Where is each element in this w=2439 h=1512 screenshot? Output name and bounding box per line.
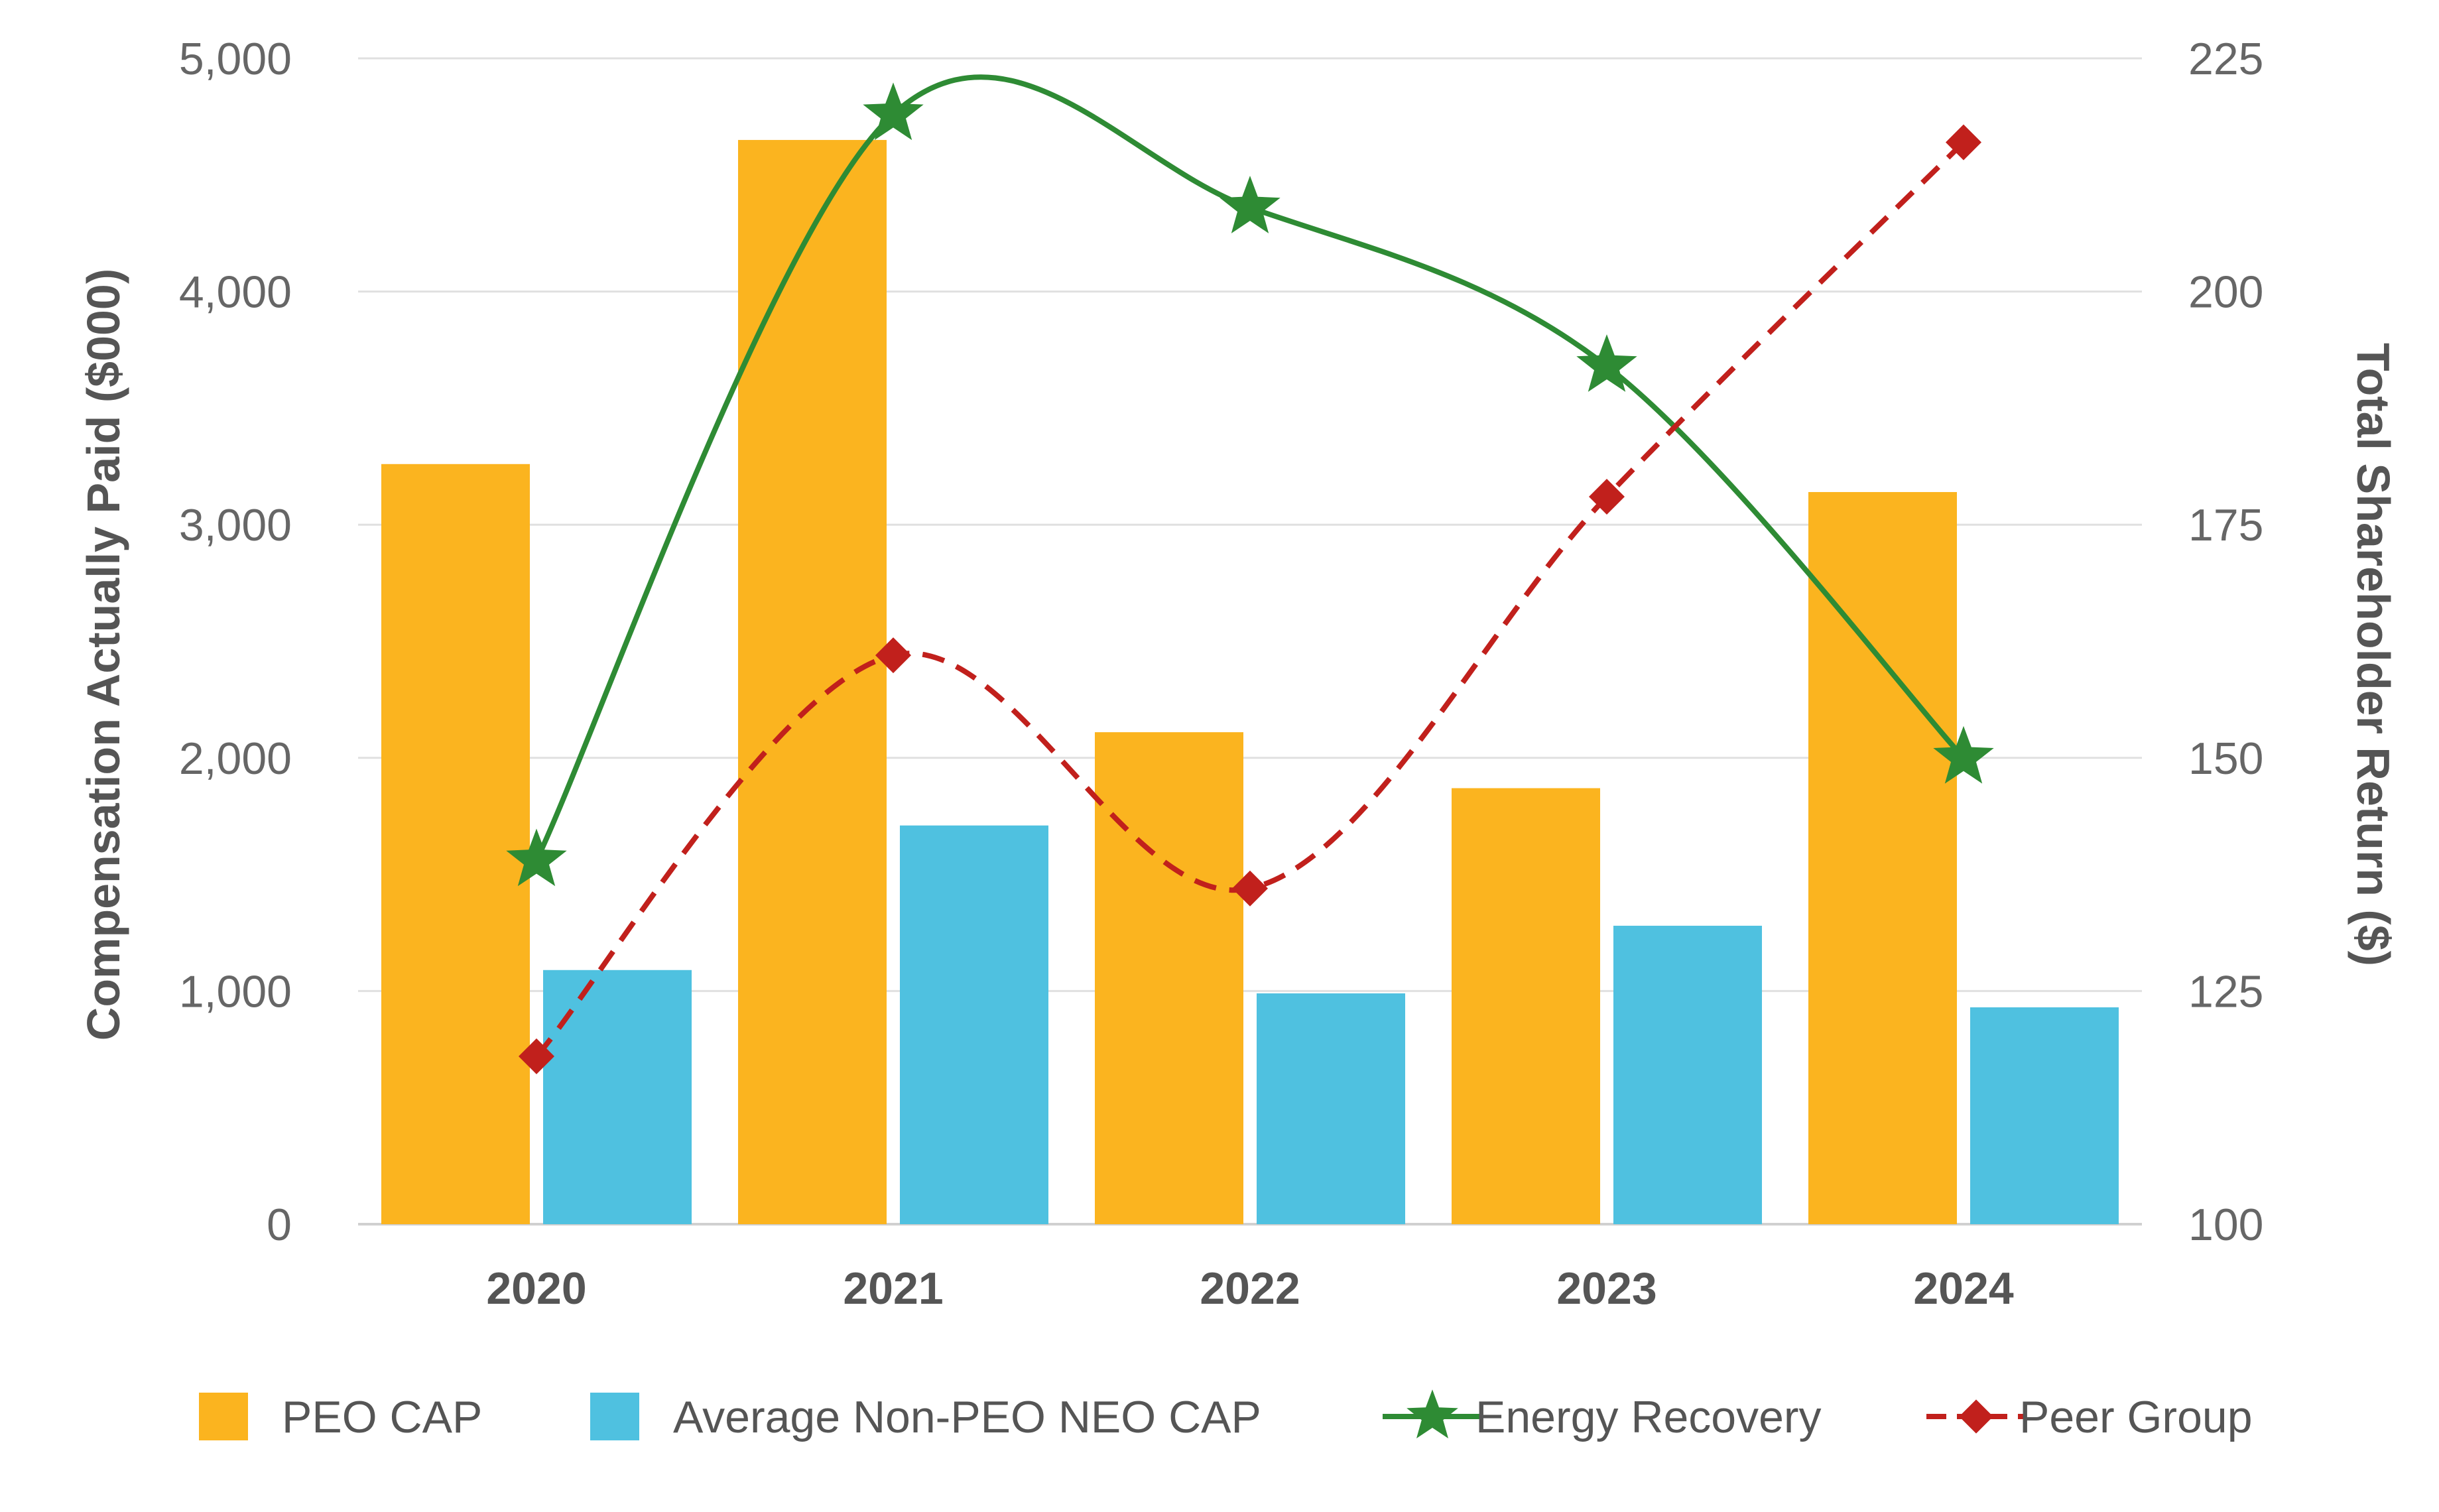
bar-peo-cap	[738, 140, 887, 1224]
marker-energy-recovery	[1220, 176, 1281, 233]
legend-marker	[1407, 1389, 1458, 1438]
legend-item-peer-group: Peer Group	[1926, 1392, 2253, 1442]
y-left-tick-label: 2,000	[179, 733, 292, 784]
y-right-tick-label: 100	[2188, 1200, 2263, 1250]
y-left-tick-label: 4,000	[179, 267, 292, 318]
x-tick-label: 2023	[1556, 1263, 1657, 1314]
bar-average-non-peo-neo-cap	[1970, 1007, 2119, 1224]
legend-label: PEO CAP	[282, 1392, 482, 1442]
bar-peo-cap	[381, 464, 530, 1225]
y-right-tick-label: 150	[2188, 733, 2263, 784]
marker-peer-group	[519, 1038, 554, 1074]
legend-item-peo-cap: PEO CAP	[199, 1392, 482, 1442]
legend-item-energy-recovery: Energy Recovery	[1383, 1389, 1822, 1442]
bar-peo-cap	[1452, 788, 1600, 1224]
line-energy-recovery	[534, 74, 1966, 862]
marker-energy-recovery	[863, 82, 924, 141]
marker-energy-recovery	[506, 828, 567, 887]
y-left-tick-label: 3,000	[179, 500, 292, 550]
x-tick-label: 2020	[486, 1263, 586, 1314]
legend-swatch	[199, 1393, 248, 1440]
legend-label: Peer Group	[2019, 1392, 2253, 1442]
legend-label: Average Non-PEO NEO CAP	[673, 1392, 1261, 1442]
y-right-tick-label: 200	[2188, 267, 2263, 318]
marker-energy-recovery	[1576, 334, 1637, 392]
marker-peer-group	[1589, 479, 1625, 515]
legend: PEO CAP Average Non-PEO NEO CAP Energy Rec…	[199, 1389, 2253, 1442]
marker-peer-group	[1946, 124, 1981, 160]
bar-average-non-peo-neo-cap	[1613, 925, 1762, 1224]
y-left-tick-label: 0	[267, 1200, 292, 1250]
legend-item-average-non-peo-neo-cap: Average Non-PEO NEO CAP	[590, 1392, 1261, 1442]
y-left-tick-label: 5,000	[179, 34, 292, 84]
axes: Compensation Actually Paid ($000) Total …	[78, 34, 2399, 1314]
bar-average-non-peo-neo-cap	[1257, 993, 1405, 1224]
marker-peer-group	[1232, 870, 1268, 907]
y-right-tick-label: 225	[2188, 34, 2263, 84]
bar-peo-cap	[1095, 732, 1243, 1224]
bar-peo-cap	[1808, 491, 1957, 1224]
x-tick-label: 2021	[843, 1263, 943, 1314]
y-axis-left-title: Compensation Actually Paid ($000)	[78, 269, 129, 1040]
y-right-tick-label: 125	[2188, 966, 2263, 1017]
legend-marker	[1959, 1399, 1993, 1434]
lines	[506, 74, 1994, 1074]
bar-average-non-peo-neo-cap	[900, 825, 1048, 1224]
bar-average-non-peo-neo-cap	[543, 970, 692, 1224]
legend-label: Energy Recovery	[1475, 1392, 1822, 1442]
marker-energy-recovery	[1933, 725, 1994, 784]
bars	[381, 140, 2119, 1225]
x-tick-label: 2024	[1913, 1263, 2013, 1314]
legend-swatch	[590, 1393, 639, 1440]
y-left-tick-label: 1,000	[179, 966, 292, 1017]
y-axis-right-title: Total Shareholder Return ($)	[2347, 343, 2399, 966]
y-right-tick-label: 175	[2188, 500, 2263, 550]
marker-peer-group	[875, 637, 911, 674]
x-tick-label: 2022	[1200, 1263, 1300, 1314]
